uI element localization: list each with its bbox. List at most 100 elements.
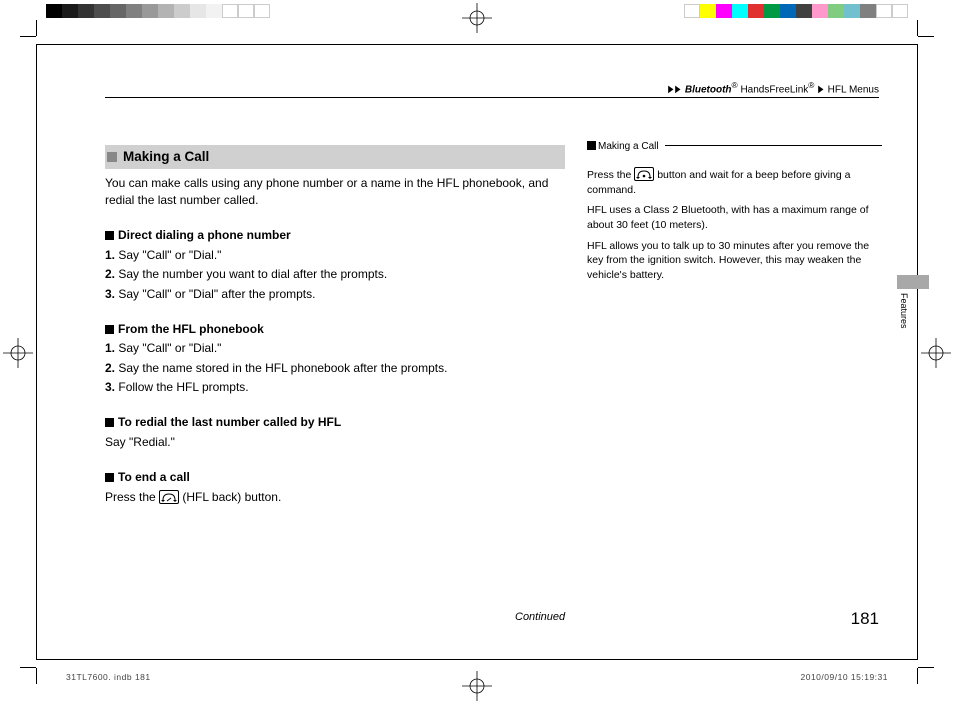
sidebar-para: HFL uses a Class 2 Bluetooth, with has a… [587,203,882,232]
color-swatch [764,4,780,18]
color-swatch [46,4,62,18]
square-bullet-icon [105,418,114,427]
color-swatch [780,4,796,18]
sidebar-title: Making a Call [587,140,665,154]
color-swatch [748,4,764,18]
calibration-bar-left [46,4,270,18]
registered-icon: ® [808,80,814,90]
triangle-icon: ▶ [818,84,823,95]
color-swatch [796,4,812,18]
breadcrumb-part: Bluetooth [685,84,732,95]
section-title-bar: Making a Call [105,145,565,169]
breadcrumb: ▶▶ Bluetooth® HandsFreeLink® ▶ HFL Menus [667,80,879,95]
hfl-back-icon [159,490,179,504]
tab-label: Features [899,293,909,329]
color-swatch [828,4,844,18]
color-swatch [158,4,174,18]
color-swatch [94,4,110,18]
calibration-bar-right [684,4,908,18]
sidebar-title-text: Making a Call [598,141,659,152]
section-tab: Features [895,275,917,335]
breadcrumb-part: HandsFreeLink [738,84,809,95]
sidebar-text: Press the [587,169,634,181]
header-rule [105,97,879,98]
crop-mark [917,20,918,36]
step-text: (HFL back) button. [179,490,281,504]
print-meta-filename: 31TL7600. indb 181 [66,672,151,682]
registration-mark-left [3,338,33,368]
continued-label: Continued [515,611,565,623]
color-swatch [110,4,126,18]
step: 1. Say "Call" or "Dial." [105,340,565,357]
color-swatch [254,4,270,18]
step-text: Say the number you want to dial after th… [118,267,387,281]
color-swatch [732,4,748,18]
color-swatch [684,4,700,18]
tab-marker [897,275,929,289]
step: 2. Say the number you want to dial after… [105,266,565,283]
print-meta-timestamp: 2010/09/10 15:19:31 [801,672,889,682]
color-swatch [142,4,158,18]
step-text: Follow the HFL prompts. [118,380,248,394]
sidebar-para: Press the button and wait for a beep bef… [587,167,882,197]
square-bullet-icon [105,325,114,334]
triangle-icon: ▶ [676,84,681,95]
subhead: From the HFL phonebook [105,321,565,338]
triangle-icon: ▶ [668,84,673,95]
step: 1. Say "Call" or "Dial." [105,247,565,264]
sidebar-para: HFL allows you to talk up to 30 minutes … [587,239,882,283]
intro-text: You can make calls using any phone numbe… [105,175,565,210]
crop-mark [36,20,37,36]
color-swatch [206,4,222,18]
subhead-text: From the HFL phonebook [118,322,264,336]
registration-mark-top [462,3,492,33]
color-swatch [78,4,94,18]
color-swatch [126,4,142,18]
step: Press the (HFL back) button. [105,489,565,506]
crop-mark [917,668,918,684]
square-bullet-icon [105,231,114,240]
hfl-talk-icon [634,167,654,181]
subhead: To redial the last number called by HFL [105,414,565,431]
crop-mark [36,668,37,684]
square-bullet-icon [107,152,117,162]
step-text: Say "Call" or "Dial." [118,341,221,355]
color-swatch [812,4,828,18]
subhead: Direct dialing a phone number [105,227,565,244]
step-text: Say the name stored in the HFL phonebook… [118,361,447,375]
crop-mark [20,36,36,37]
page-number: 181 [851,609,879,629]
color-swatch [62,4,78,18]
step: 2. Say the name stored in the HFL phoneb… [105,360,565,377]
crop-mark [918,36,934,37]
page-frame: ▶▶ Bluetooth® HandsFreeLink® ▶ HFL Menus… [36,44,918,660]
color-swatch [892,4,908,18]
sidebar: Making a Call Press the button and wait … [587,145,882,283]
square-bullet-icon [587,141,596,150]
main-column: Making a Call You can make calls using a… [105,145,565,506]
subhead: To end a call [105,469,565,486]
color-swatch [860,4,876,18]
color-swatch [716,4,732,18]
registration-mark-right [921,338,951,368]
square-bullet-icon [105,473,114,482]
step-text: Press the [105,490,159,504]
color-swatch [190,4,206,18]
registration-mark-bottom [462,671,492,701]
step: 3. Follow the HFL prompts. [105,379,565,396]
color-swatch [876,4,892,18]
subhead-text: Direct dialing a phone number [118,228,291,242]
step: 3. Say "Call" or "Dial" after the prompt… [105,286,565,303]
subhead-text: To end a call [118,470,190,484]
subhead-text: To redial the last number called by HFL [118,415,341,429]
color-swatch [222,4,238,18]
step: Say "Redial." [105,434,565,451]
section-title: Making a Call [123,147,209,167]
color-swatch [700,4,716,18]
color-swatch [174,4,190,18]
crop-mark [20,667,36,668]
crop-mark [918,667,934,668]
color-swatch [238,4,254,18]
step-text: Say "Call" or "Dial." [118,248,221,262]
breadcrumb-part: HFL Menus [828,84,879,95]
